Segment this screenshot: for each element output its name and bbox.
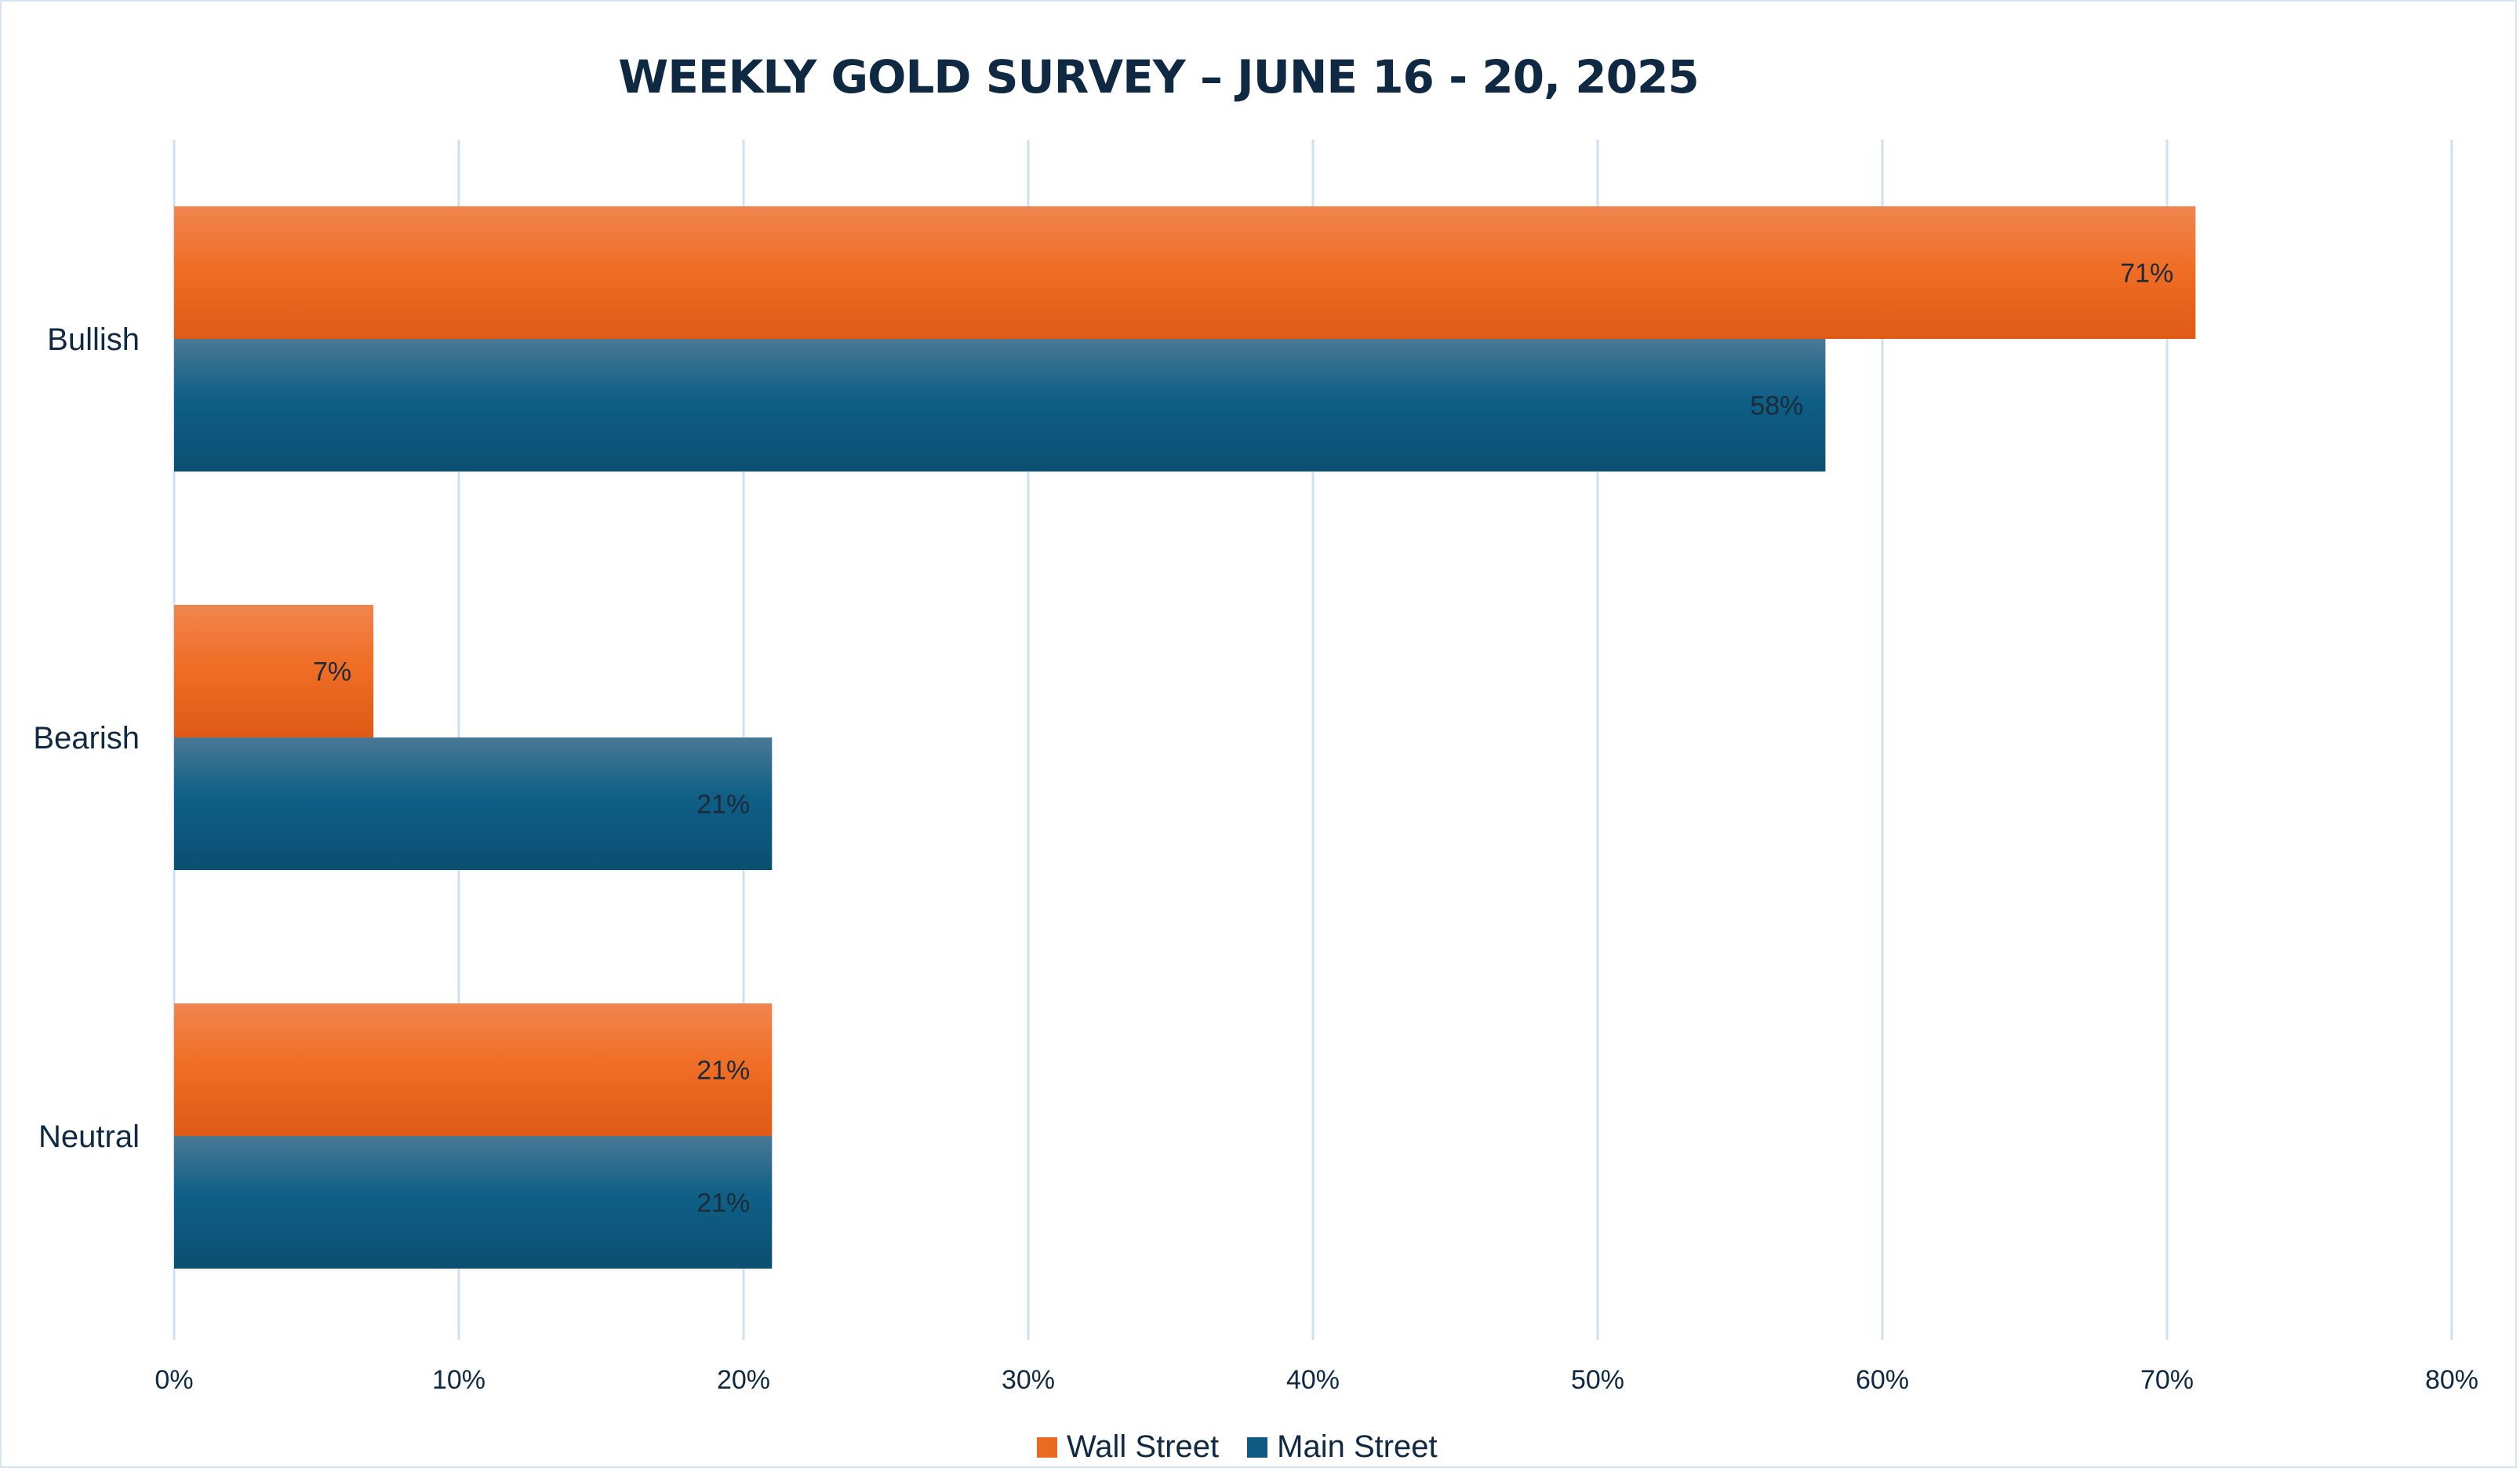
x-tick-label: 70% (2140, 1365, 2194, 1395)
y-axis-categories: Bullish Bearish Neutral (33, 322, 140, 1154)
bar (174, 206, 2196, 339)
bar (174, 737, 773, 870)
x-tick-label: 60% (1856, 1365, 1909, 1395)
x-axis-ticks: 0% 10% 20% 30% 40% 50% 60% 70% 80% (155, 1365, 2478, 1395)
x-tick-label: 40% (1286, 1365, 1340, 1395)
data-label: 58% (1750, 391, 1803, 421)
legend-swatch-wall-street (1037, 1436, 1057, 1458)
x-tick-label: 20% (717, 1365, 770, 1395)
bars (174, 206, 2196, 1269)
chart-title: WEEKLY GOLD SURVEY – JUNE 16 - 20, 2025 (618, 50, 1699, 104)
legend: Wall Street Main Street (1037, 1429, 1438, 1465)
bar (174, 339, 1826, 472)
data-label: 21% (696, 1056, 750, 1086)
data-label: 71% (2120, 259, 2173, 289)
legend-swatch-main-street (1247, 1436, 1268, 1458)
x-tick-label: 30% (1002, 1365, 1055, 1395)
bar (174, 605, 374, 737)
legend-label-main-street: Main Street (1277, 1429, 1438, 1464)
data-label: 7% (313, 657, 351, 687)
legend-label-wall-street: Wall Street (1067, 1429, 1220, 1464)
legend-item-wall-street: Wall Street (1037, 1429, 1219, 1465)
x-tick-label: 0% (155, 1365, 193, 1395)
x-tick-label: 10% (432, 1365, 485, 1395)
bar (174, 1136, 773, 1269)
bar (174, 1003, 773, 1136)
data-label: 21% (696, 790, 750, 820)
category-label: Bullish (47, 322, 140, 357)
legend-item-main-street: Main Street (1247, 1429, 1438, 1465)
data-label: 21% (696, 1189, 750, 1218)
x-tick-label: 50% (1571, 1365, 1624, 1395)
data-labels: 71% 58% 7% 21% 21% 21% (313, 259, 2173, 1218)
category-label: Bearish (33, 721, 140, 756)
x-tick-label: 80% (2425, 1365, 2478, 1395)
category-label: Neutral (38, 1120, 140, 1154)
